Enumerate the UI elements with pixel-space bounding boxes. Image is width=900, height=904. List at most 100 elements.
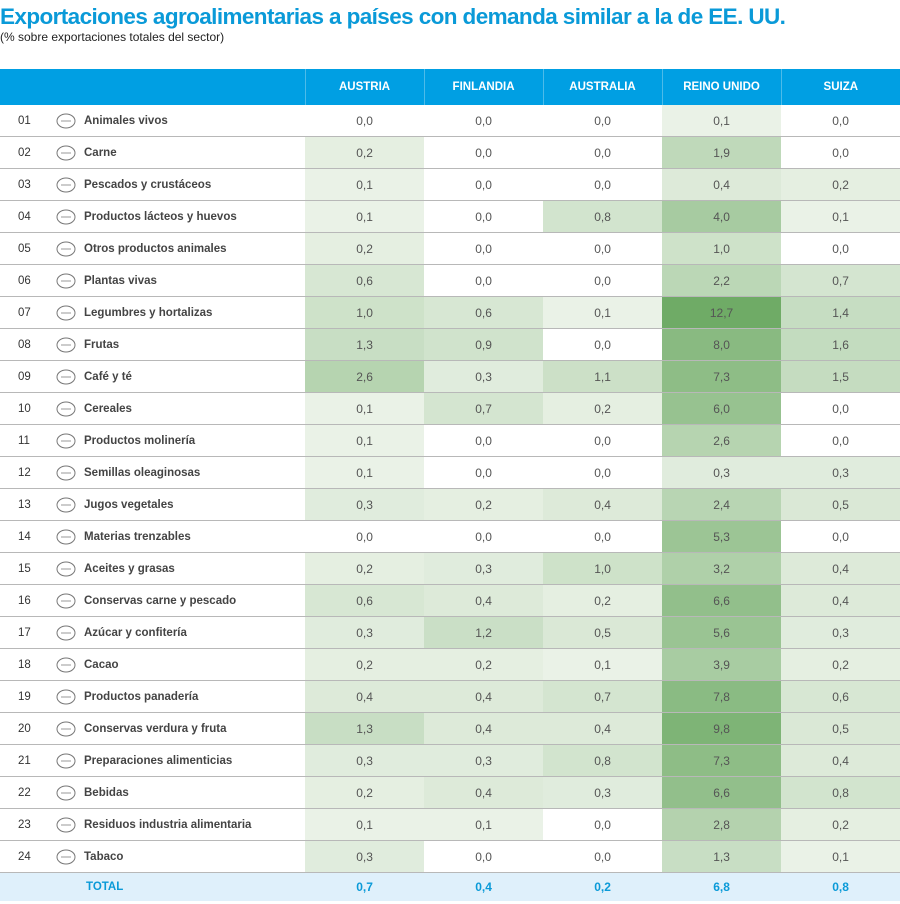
heatmap-cell: 0,2 (543, 392, 663, 425)
heatmap-cell: 0,6 (305, 264, 425, 297)
heatmap-cell: 3,9 (662, 648, 782, 681)
table-row: 19 Productos panadería 0,4 0,4 0,7 7,8 0,6 (0, 680, 900, 713)
heatmap-cell: 0,0 (781, 232, 900, 265)
row-label: Productos panadería (84, 680, 306, 713)
wheat-icon (56, 401, 76, 416)
row-label: Conservas carne y pescado (84, 584, 306, 617)
row-label: Preparaciones alimenticias (84, 744, 306, 777)
heatmap-cell: 0,3 (305, 488, 425, 521)
heatmap-cell: 0,4 (781, 584, 900, 617)
row-number: 12 (0, 456, 48, 489)
heatmap-cell: 0,0 (424, 136, 544, 169)
heatmap-cell: 1,0 (305, 296, 425, 329)
heatmap-cell: 0,6 (781, 680, 900, 713)
header-row: AUSTRIA FINLANDIA AUSTRALIA REINO UNIDO SUIZ… (0, 69, 900, 105)
total-row: TOTAL 0,7 0,4 0,2 6,8 0,8 (0, 872, 900, 901)
heatmap-cell: 0,8 (543, 200, 663, 233)
apple-icon (56, 337, 76, 352)
heatmap-cell: 0,3 (781, 456, 900, 489)
heatmap-cell: 0,4 (305, 680, 425, 713)
heatmap-cell: 0,0 (543, 424, 663, 457)
column-header: FINLANDIA (423, 69, 544, 105)
heatmap-cell: 0,0 (543, 232, 663, 265)
row-number: 23 (0, 808, 48, 841)
row-label: Frutas (84, 328, 306, 361)
heatmap-cell: 0,0 (424, 105, 544, 137)
heatmap-cell: 1,0 (662, 232, 782, 265)
mill-icon (56, 433, 76, 448)
heatmap-cell: 0,1 (305, 808, 425, 841)
heatmap-cell: 2,2 (662, 264, 782, 297)
heatmap-cell: 0,0 (424, 520, 544, 553)
sack-icon (56, 817, 76, 832)
column-header: AUSTRALIA (542, 69, 663, 105)
heatmap-cell: 0,1 (781, 200, 900, 233)
row-label: Azúcar y confitería (84, 616, 306, 649)
jar-icon (56, 721, 76, 736)
row-label: Productos molinería (84, 424, 306, 457)
row-label: Otros productos animales (84, 232, 306, 265)
heatmap-cell: 0,0 (543, 840, 663, 873)
heatmap-cell: 0,4 (781, 552, 900, 585)
heatmap-cell: 1,1 (543, 360, 663, 393)
heatmap-cell: 0,1 (781, 840, 900, 873)
table-row: 02 Carne 0,2 0,0 0,0 1,9 0,0 (0, 136, 900, 169)
heatmap-cell: 0,1 (543, 648, 663, 681)
row-number: 15 (0, 552, 48, 585)
tin-icon (56, 241, 76, 256)
heatmap-cell: 5,6 (662, 616, 782, 649)
row-label: Aceites y grasas (84, 552, 306, 585)
row-number: 02 (0, 136, 48, 169)
row-number: 01 (0, 105, 48, 137)
heatmap-cell: 0,1 (662, 105, 782, 137)
heatmap-cell: 0,0 (781, 424, 900, 457)
heatmap-cell: 0,1 (305, 200, 425, 233)
heatmap-cell: 0,0 (424, 200, 544, 233)
table-row: 03 Pescados y crustáceos 0,1 0,0 0,0 0,4 0,2 (0, 168, 900, 201)
heatmap-cell: 0,1 (305, 168, 425, 201)
table-row: 13 Jugos vegetales 0,3 0,2 0,4 2,4 0,5 (0, 488, 900, 521)
row-number: 21 (0, 744, 48, 777)
heatmap-cell: 7,8 (662, 680, 782, 713)
heatmap-cell: 0,0 (543, 168, 663, 201)
heatmap-cell: 0,0 (305, 105, 425, 137)
row-number: 08 (0, 328, 48, 361)
row-label: Materias trenzables (84, 520, 306, 553)
bamboo-icon (56, 529, 76, 544)
heatmap-cell: 1,0 (543, 552, 663, 585)
row-label: Semillas oleaginosas (84, 456, 306, 489)
heatmap-cell: 0,2 (305, 136, 425, 169)
row-label: Café y té (84, 360, 306, 393)
heatmap-cell: 0,4 (543, 488, 663, 521)
heatmap-cell: 0,0 (543, 136, 663, 169)
row-number: 09 (0, 360, 48, 393)
heatmap-cell: 1,6 (781, 328, 900, 361)
sprout-icon (56, 273, 76, 288)
heatmap-cell: 0,1 (305, 392, 425, 425)
row-number: 14 (0, 520, 48, 553)
table-row: 18 Cacao 0,2 0,2 0,1 3,9 0,2 (0, 648, 900, 681)
heatmap-cell: 0,0 (424, 840, 544, 873)
heatmap-cell: 0,3 (424, 744, 544, 777)
table-row: 21 Preparaciones alimenticias 0,3 0,3 0,8 7,3… (0, 744, 900, 777)
heatmap-cell: 2,8 (662, 808, 782, 841)
heatmap-cell: 1,3 (305, 328, 425, 361)
table-row: 20 Conservas verdura y fruta 1,3 0,4 0,4 9,8 0… (0, 712, 900, 745)
row-label: Tabaco (84, 840, 306, 873)
table-row: 08 Frutas 1,3 0,9 0,0 8,0 1,6 (0, 328, 900, 361)
heatmap-cell: 0,4 (543, 712, 663, 745)
heatmap-cell: 0,3 (305, 616, 425, 649)
heatmap-cell: 0,0 (781, 105, 900, 137)
heatmap-cell: 9,8 (662, 712, 782, 745)
heatmap-cell: 0,5 (543, 616, 663, 649)
row-label: Productos lácteos y huevos (84, 200, 306, 233)
row-number: 24 (0, 840, 48, 873)
heatmap-cell: 0,6 (305, 584, 425, 617)
heatmap-cell: 0,7 (424, 392, 544, 425)
row-number: 11 (0, 424, 48, 457)
heatmap-cell: 0,0 (305, 520, 425, 553)
heatmap-cell: 2,4 (662, 488, 782, 521)
row-number: 20 (0, 712, 48, 745)
heatmap-cell: 0,2 (305, 776, 425, 809)
row-label: Carne (84, 136, 306, 169)
